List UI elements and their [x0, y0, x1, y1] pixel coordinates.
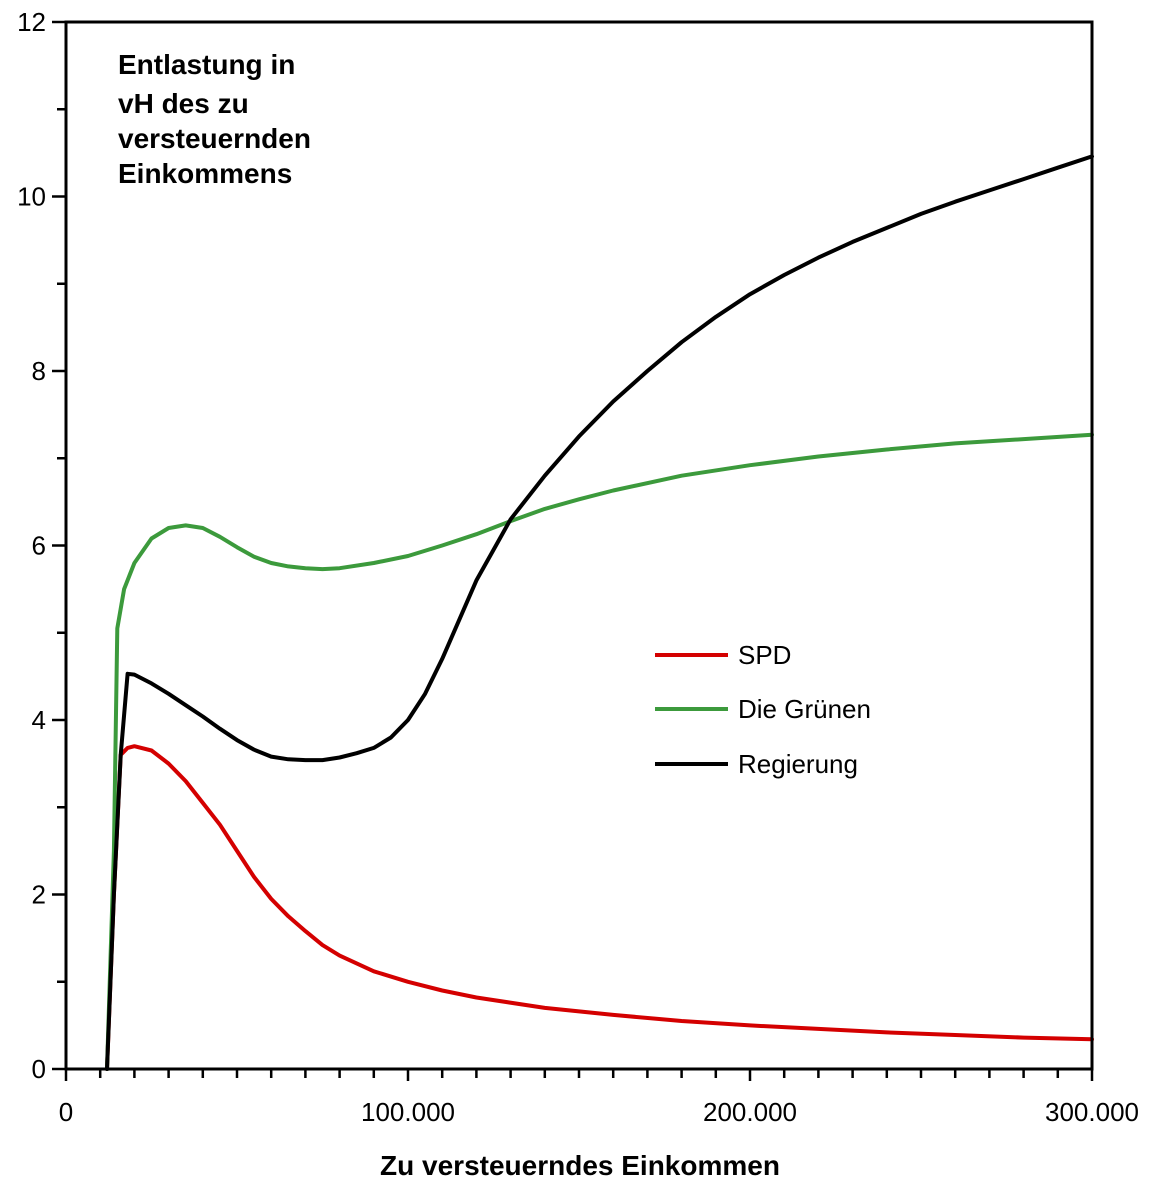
- y-tick-label: 0: [32, 1054, 46, 1084]
- legend: SPD Die Grünen Regierung: [655, 640, 871, 779]
- chart-title-line-1: Entlastung in: [118, 49, 295, 80]
- y-tick-label: 2: [32, 880, 46, 910]
- x-tick-label: 300.000: [1045, 1097, 1139, 1127]
- x-tick-label: 0: [59, 1097, 73, 1127]
- chart-title-line-3: versteuernden: [118, 123, 311, 154]
- series-line-2: [105, 154, 1094, 1071]
- y-tick-label: 4: [32, 705, 46, 735]
- x-tick-label: 100.000: [361, 1097, 455, 1127]
- ticks: 0 100.000 200.000 300.000 0 2 4 6 8 10 12: [17, 7, 1139, 1127]
- chart-title-line-2: vH des zu: [118, 88, 249, 119]
- legend-label-gruenen: Die Grünen: [738, 694, 871, 724]
- y-tick-label: 8: [32, 356, 46, 386]
- legend-label-spd: SPD: [738, 640, 791, 670]
- y-tick-label: 10: [17, 182, 46, 212]
- series-lines: [105, 154, 1094, 1071]
- chart-title-line-4: Einkommens: [118, 158, 292, 189]
- series-line-0: [105, 744, 1094, 1071]
- y-tick-label: 6: [32, 531, 46, 561]
- x-tick-label: 200.000: [703, 1097, 797, 1127]
- legend-label-regierung: Regierung: [738, 749, 858, 779]
- y-tick-label: 12: [17, 7, 46, 37]
- x-axis-label: Zu versteuerndes Einkommen: [380, 1150, 780, 1181]
- series-line-1: [105, 432, 1094, 1071]
